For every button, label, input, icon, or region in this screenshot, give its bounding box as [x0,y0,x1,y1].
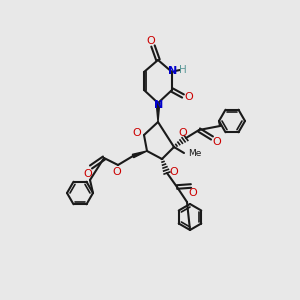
Text: O: O [189,188,197,198]
Text: N: N [168,66,178,76]
Text: O: O [147,36,155,46]
Polygon shape [156,103,160,122]
Text: O: O [112,167,122,177]
Text: O: O [169,167,178,177]
Text: O: O [84,169,92,179]
Text: O: O [178,128,188,138]
Text: O: O [213,137,221,147]
Text: N: N [154,100,164,110]
Polygon shape [132,151,147,158]
Text: O: O [184,92,194,102]
Text: Me: Me [188,149,201,158]
Text: H: H [179,65,187,75]
Text: O: O [133,128,141,138]
